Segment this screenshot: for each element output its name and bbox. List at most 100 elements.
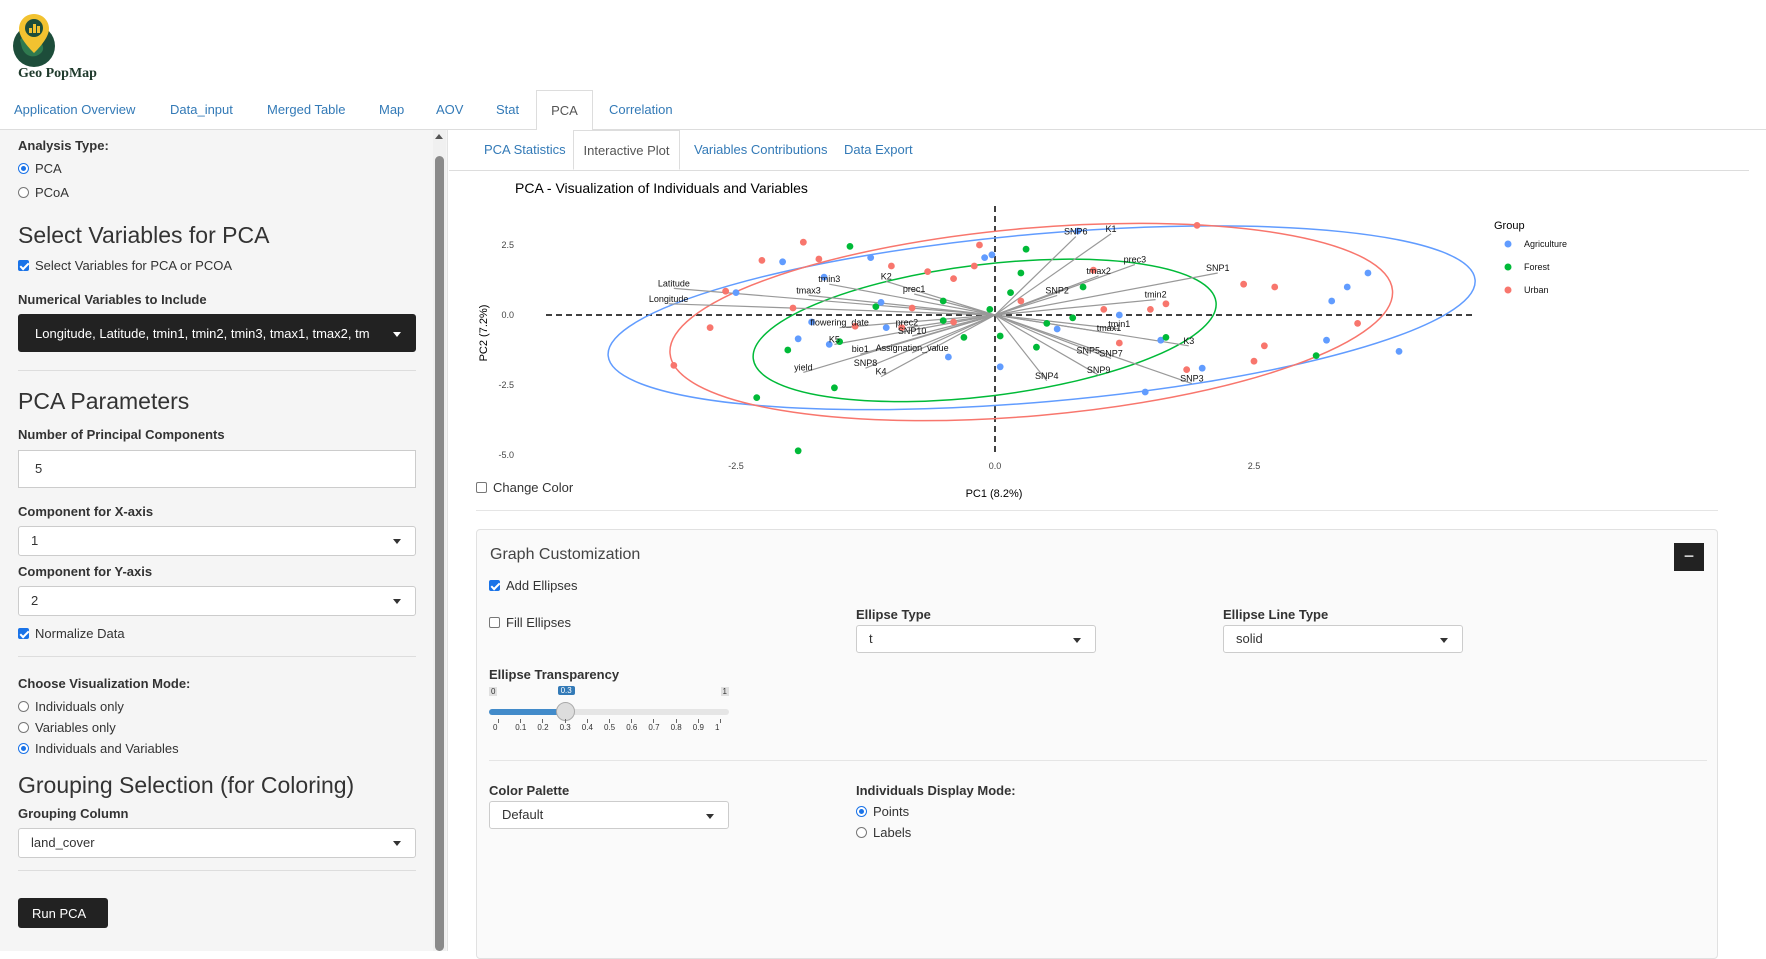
point-forest xyxy=(1043,320,1051,327)
slider-tick-label: 0 xyxy=(493,723,498,732)
x-component-select[interactable]: 1 xyxy=(18,526,416,556)
variable-arrow xyxy=(994,314,1189,347)
radio-indicator[interactable] xyxy=(18,743,29,754)
variable-arrow xyxy=(994,314,1089,357)
point-agriculture xyxy=(1198,364,1206,372)
checkbox-indicator[interactable] xyxy=(18,260,29,271)
subtab-interactive-plot[interactable]: Interactive Plot xyxy=(573,130,680,170)
radio-points[interactable]: Points xyxy=(856,804,909,819)
tab-stat[interactable]: Stat xyxy=(496,102,520,117)
y-component-select[interactable]: 2 xyxy=(18,586,416,616)
variable-arrow xyxy=(914,293,996,316)
radio-indicator[interactable] xyxy=(18,187,29,198)
tab-correlation[interactable]: Correlation xyxy=(609,102,673,117)
pca-biplot[interactable]: PCA - Visualization of Individuals and V… xyxy=(476,170,1718,658)
palette-select[interactable]: Default xyxy=(489,801,729,829)
slider-tick xyxy=(697,719,699,723)
point-agriculture xyxy=(1141,388,1149,396)
point-forest xyxy=(960,334,968,341)
slider-tick-label: 0.1 xyxy=(515,723,527,732)
radio-variables-only[interactable]: Variables only xyxy=(18,720,116,735)
variable-label: K5 xyxy=(829,334,840,344)
slider-tick xyxy=(586,719,588,723)
ellipse-type-select[interactable]: t xyxy=(856,625,1096,653)
point-agriculture xyxy=(981,254,989,261)
point-agriculture xyxy=(996,363,1004,371)
tab-aov[interactable]: AOV xyxy=(436,102,464,117)
ellipse-line-label: Ellipse Line Type xyxy=(1223,607,1329,622)
checkbox-indicator[interactable] xyxy=(489,580,500,591)
subtab-pca-statistics[interactable]: PCA Statistics xyxy=(484,142,566,157)
variable-label: prec3 xyxy=(1124,255,1147,265)
point-agriculture xyxy=(1115,311,1123,319)
radio-labels[interactable]: Labels xyxy=(856,825,911,840)
variable-label: tmax1 xyxy=(1097,323,1122,333)
legend: Group Agriculture Forest Urban xyxy=(1494,220,1567,295)
checkbox-indicator[interactable] xyxy=(476,482,487,493)
subtab-divider xyxy=(449,170,1749,171)
collapse-button[interactable]: − xyxy=(1674,543,1704,571)
variable-arrow xyxy=(994,314,1099,376)
num-components-input[interactable]: 5 xyxy=(18,450,416,488)
divider xyxy=(18,656,416,657)
radio-indicator[interactable] xyxy=(18,701,29,712)
transparency-slider[interactable]: 0 1 0.3 0 0.1 0.2 0.3 0.4 0.5 0.6 0.7 0.8 0.9 1 xyxy=(489,685,729,732)
scrollbar-thumb[interactable] xyxy=(435,156,444,951)
app-header: Geo PopMap xyxy=(0,0,1766,86)
checkbox-label: Add Ellipses xyxy=(506,578,578,593)
numerical-variables-select[interactable]: Longitude, Latitude, tmin1, tmin2, tmin3… xyxy=(18,314,416,352)
add-ellipses-checkbox[interactable]: Add Ellipses xyxy=(489,578,578,593)
point-urban xyxy=(950,275,957,282)
radio-pcoa[interactable]: PCoA xyxy=(18,185,69,200)
select-variables-checkbox[interactable]: Select Variables for PCA or PCOA xyxy=(18,258,232,273)
point-forest xyxy=(1007,289,1014,296)
normalize-checkbox[interactable]: Normalize Data xyxy=(18,626,125,641)
run-pca-button[interactable]: Run PCA xyxy=(18,898,108,928)
variable-label: SNP5 xyxy=(1076,346,1100,356)
ellipse-line-select[interactable]: solid xyxy=(1223,625,1463,653)
radio-indicator[interactable] xyxy=(856,806,867,817)
change-color-option[interactable]: Change Color xyxy=(476,480,573,495)
radio-individuals-and-variables[interactable]: Individuals and Variables xyxy=(18,741,179,756)
pca-parameters-heading: PCA Parameters xyxy=(18,388,190,414)
sidebar-scrollbar[interactable] xyxy=(433,130,446,951)
variable-label: SNP8 xyxy=(854,358,878,368)
subtab-data-export[interactable]: Data Export xyxy=(844,142,913,157)
point-forest xyxy=(1017,269,1025,277)
scroll-up-icon[interactable] xyxy=(435,134,443,139)
variable-arrow xyxy=(880,314,996,378)
slider-max-label: 1 xyxy=(720,687,729,696)
variable-arrow xyxy=(673,287,996,316)
tab-merged-table[interactable]: Merged Table xyxy=(267,102,346,117)
subtab-variables-contributions[interactable]: Variables Contributions xyxy=(694,142,828,157)
variable-label: Longitude xyxy=(649,294,689,304)
slider-tick-label: 0.5 xyxy=(604,723,616,732)
tab-application-overview[interactable]: Application Overview xyxy=(14,102,136,117)
legend-swatch xyxy=(1504,286,1512,294)
checkbox-indicator[interactable] xyxy=(18,628,29,639)
checkbox-indicator[interactable] xyxy=(489,617,500,628)
point-agriculture xyxy=(877,299,885,306)
variable-label: prec1 xyxy=(903,284,926,294)
point-agriculture xyxy=(1395,348,1403,355)
radio-indicator[interactable] xyxy=(18,722,29,733)
fill-ellipses-checkbox[interactable]: Fill Ellipses xyxy=(489,615,571,630)
num-components-label: Number of Principal Components xyxy=(18,427,225,442)
variable-label: SNP6 xyxy=(1064,227,1088,237)
variable-arrow xyxy=(994,314,1112,359)
grouping-column-select[interactable]: land_cover xyxy=(18,828,416,858)
variable-label: flowering_date xyxy=(810,318,869,328)
tab-map[interactable]: Map xyxy=(379,102,405,117)
legend-entry: Forest xyxy=(1524,262,1550,272)
radio-pca[interactable]: PCA xyxy=(18,161,62,176)
point-agriculture xyxy=(779,258,787,266)
point-urban xyxy=(815,255,823,263)
radio-indicator[interactable] xyxy=(856,827,867,838)
tab-data-input[interactable]: Data_input xyxy=(170,102,233,117)
tab-pca[interactable]: PCA xyxy=(536,90,593,131)
legend-entry: Urban xyxy=(1524,285,1549,295)
radio-indicator[interactable] xyxy=(18,163,29,174)
slider-track[interactable] xyxy=(489,709,729,715)
radio-individuals-only[interactable]: Individuals only xyxy=(18,699,124,714)
caret-down-icon xyxy=(393,539,401,544)
